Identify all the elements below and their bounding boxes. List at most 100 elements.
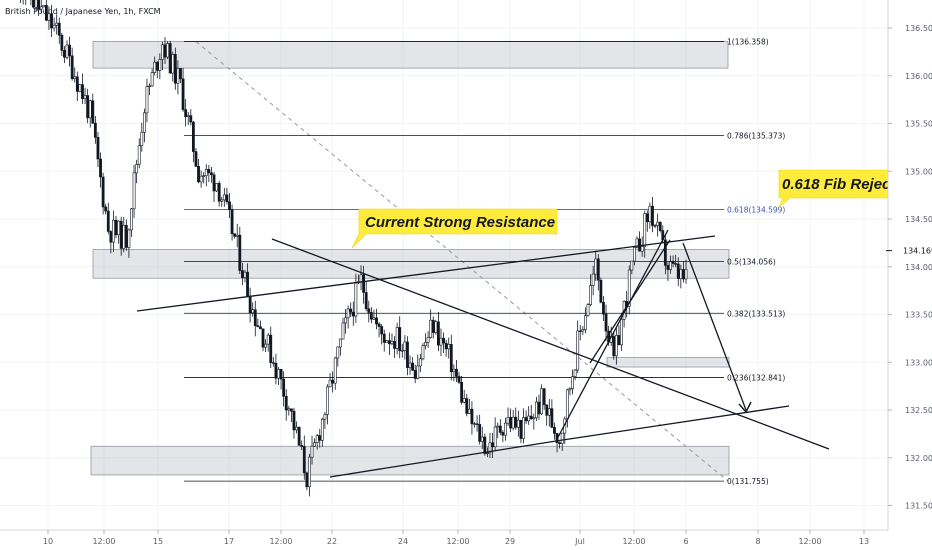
candle-body-253 (669, 261, 672, 270)
candle-body-46 (135, 164, 139, 174)
fib-label-0: 1(136.358) (727, 38, 769, 47)
zone-1 (92, 249, 730, 279)
candle-body-27 (86, 95, 90, 119)
candle-body-249 (658, 221, 662, 231)
candle-body-155 (416, 365, 420, 379)
candle-body-172 (460, 381, 464, 403)
candle-body-52 (150, 72, 154, 87)
x-tick-label-14: 13 (859, 537, 869, 546)
candle-body-156 (418, 358, 422, 367)
candle-body-159 (426, 337, 430, 343)
candle-body-106 (289, 408, 293, 412)
candle-body-158 (424, 342, 427, 346)
candle-body-14 (52, 24, 56, 29)
candle-body-141 (380, 326, 384, 335)
candle-body-11 (44, 5, 48, 21)
candle-body-89 (246, 271, 249, 297)
candle-body-50 (145, 86, 149, 114)
candle-body-171 (457, 376, 461, 383)
candle-body-72 (202, 175, 206, 177)
candle-body-240 (635, 238, 639, 248)
candle-body-118 (320, 418, 324, 441)
candle-body-238 (630, 260, 634, 271)
callout-text-0: Current Strong Resistance (365, 214, 555, 231)
candle-body-134 (362, 274, 366, 293)
candle-body-217 (576, 330, 580, 371)
candle-body-22 (73, 76, 77, 79)
candle-body-121 (328, 379, 332, 388)
candle-body-44 (130, 208, 133, 231)
candle-body-168 (449, 343, 453, 373)
candle-body-19 (65, 44, 69, 58)
y-tick-label-8: 132.500 (905, 406, 932, 415)
candle-body-13 (50, 13, 53, 29)
x-tick-label-1: 12:00 (92, 537, 115, 546)
candle-body-94 (259, 326, 262, 330)
candle-body-6 (32, 0, 35, 8)
trend-line-2 (329, 440, 557, 478)
candle-body-81 (225, 194, 229, 203)
candle-body-222 (589, 285, 592, 305)
candle-body-7 (34, 0, 38, 8)
candle-body-90 (248, 296, 252, 314)
x-tick-label-5: 22 (327, 537, 337, 546)
candle-body-184 (491, 442, 494, 448)
candle-body-130 (351, 311, 355, 317)
candle-body-115 (313, 442, 317, 447)
candle-body-75 (210, 172, 213, 176)
candle-body-70 (197, 166, 200, 183)
candle-body-42 (124, 224, 128, 248)
symbol-label: British Pound / Japanese Yen, 1h, FXCM (5, 7, 161, 16)
candle-body-208 (553, 427, 556, 434)
candle-body-38 (114, 219, 118, 236)
candle-body-200 (532, 417, 536, 420)
candle-body-33 (101, 176, 105, 208)
candle-body-227 (602, 302, 605, 315)
fib-label-5: 0.236(132.841) (727, 373, 785, 382)
y-tick-label-10: 131.500 (905, 502, 932, 511)
candle-body-93 (256, 325, 260, 328)
candle-body-45 (132, 172, 136, 210)
candle-body-147 (395, 327, 399, 349)
fib-label-3: 0.5(134.056) (727, 257, 776, 266)
candle-body-47 (137, 145, 141, 165)
candle-body-74 (207, 169, 211, 174)
trend-line-3 (555, 405, 790, 442)
candle-body-117 (318, 435, 322, 441)
candle-body-32 (99, 158, 102, 178)
candle-body-126 (341, 322, 345, 340)
candle-body-43 (127, 229, 131, 248)
candle-body-237 (627, 269, 631, 307)
candle-body-231 (612, 336, 616, 357)
candle-body-154 (413, 370, 417, 379)
candle-body-140 (377, 323, 381, 327)
candle-body-247 (653, 225, 657, 227)
candle-body-60 (171, 54, 175, 74)
candle-body-243 (643, 213, 647, 247)
candle-body-181 (483, 436, 487, 454)
candle-body-65 (184, 109, 188, 117)
candle-body-195 (519, 419, 523, 439)
candle-body-221 (586, 304, 590, 316)
candle-body-37 (112, 219, 115, 243)
y-tick-label-0: 136.500 (905, 24, 932, 33)
candle-body-186 (496, 425, 500, 428)
candle-body-192 (511, 416, 515, 429)
candle-body-71 (199, 175, 203, 183)
candle-body-41 (122, 224, 126, 249)
candle-body-191 (509, 417, 513, 429)
y-tick-label-4: 134.500 (905, 215, 932, 224)
candle-body-223 (591, 273, 595, 286)
candle-body-220 (584, 315, 587, 330)
candle-body-233 (617, 335, 621, 346)
candle-body-113 (308, 456, 311, 488)
candle-body-82 (228, 201, 231, 210)
candle-body-49 (142, 112, 146, 133)
x-tick-label-6: 24 (398, 537, 408, 546)
price-axis (888, 0, 932, 550)
candle-body-110 (300, 445, 304, 447)
x-tick-label-10: 12:00 (622, 537, 645, 546)
candle-body-39 (117, 220, 120, 236)
candle-body-100 (274, 362, 278, 379)
